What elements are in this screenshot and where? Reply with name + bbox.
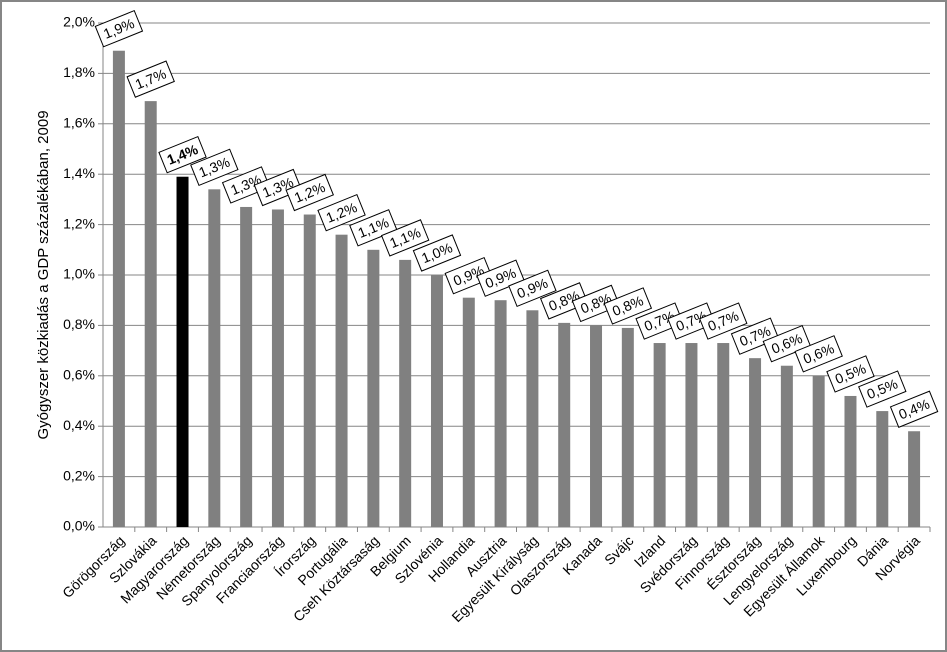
value-label-box xyxy=(539,282,589,320)
value-label-box xyxy=(635,302,684,340)
value-label-box xyxy=(253,168,303,207)
bar xyxy=(685,343,698,527)
value-label-box xyxy=(317,193,366,232)
value-label-box xyxy=(285,173,334,212)
y-tick-label: 1,8% xyxy=(63,64,95,80)
bar xyxy=(590,325,603,527)
bar xyxy=(144,101,157,528)
value-label-box xyxy=(508,269,557,307)
value-label-box xyxy=(603,287,653,325)
value-label-box xyxy=(221,166,271,204)
value-label-box xyxy=(667,302,716,340)
bar xyxy=(303,214,316,527)
value-label-box xyxy=(126,60,175,98)
bar xyxy=(367,249,380,528)
value-label-box xyxy=(794,335,843,373)
bar xyxy=(908,431,921,527)
bar xyxy=(844,395,857,527)
bar xyxy=(876,411,889,527)
y-tick-label: 1,2% xyxy=(63,215,95,231)
y-tick-label: 0,0% xyxy=(63,518,95,534)
bar xyxy=(780,365,793,527)
value-label-box xyxy=(826,355,875,393)
bar xyxy=(812,375,825,527)
bar xyxy=(494,300,507,527)
value-label-box xyxy=(730,317,780,355)
value-label-box xyxy=(858,370,907,408)
value-label-box xyxy=(476,259,525,297)
value-label-box xyxy=(762,325,812,363)
y-tick-label: 0,2% xyxy=(63,467,95,483)
value-label-box xyxy=(158,136,207,174)
bar xyxy=(271,209,284,528)
value-label-box xyxy=(444,256,494,295)
y-tick-label: 2,0% xyxy=(63,14,95,30)
bar xyxy=(621,327,634,527)
bar xyxy=(112,50,125,527)
value-label-box xyxy=(94,10,144,48)
y-axis-title: Gyógyszer közkiadás a GDP százalékában, … xyxy=(35,110,52,439)
bar xyxy=(749,358,762,527)
y-tick-label: 1,0% xyxy=(63,266,95,282)
bar xyxy=(176,176,189,527)
y-tick-label: 0,6% xyxy=(63,367,95,383)
y-tick-label: 1,4% xyxy=(63,165,95,181)
bar xyxy=(653,343,666,527)
bar xyxy=(462,297,475,527)
bar xyxy=(399,259,412,527)
bar xyxy=(430,275,443,527)
value-label-box xyxy=(190,148,239,187)
value-label-box xyxy=(889,390,939,428)
value-label-box xyxy=(699,302,748,340)
bar xyxy=(558,322,571,527)
value-label-box xyxy=(571,284,621,323)
y-tick-label: 0,8% xyxy=(63,316,95,332)
bar xyxy=(240,206,253,527)
value-label-group: 0,5% xyxy=(858,370,907,408)
bar xyxy=(335,234,348,527)
value-label-box xyxy=(412,234,462,272)
value-label-box xyxy=(349,209,398,247)
bar xyxy=(717,343,730,527)
y-tick-label: 0,4% xyxy=(63,417,95,433)
bar xyxy=(526,310,539,527)
y-tick-label: 1,6% xyxy=(63,115,95,131)
bar xyxy=(208,189,221,527)
value-label-box xyxy=(380,219,430,257)
